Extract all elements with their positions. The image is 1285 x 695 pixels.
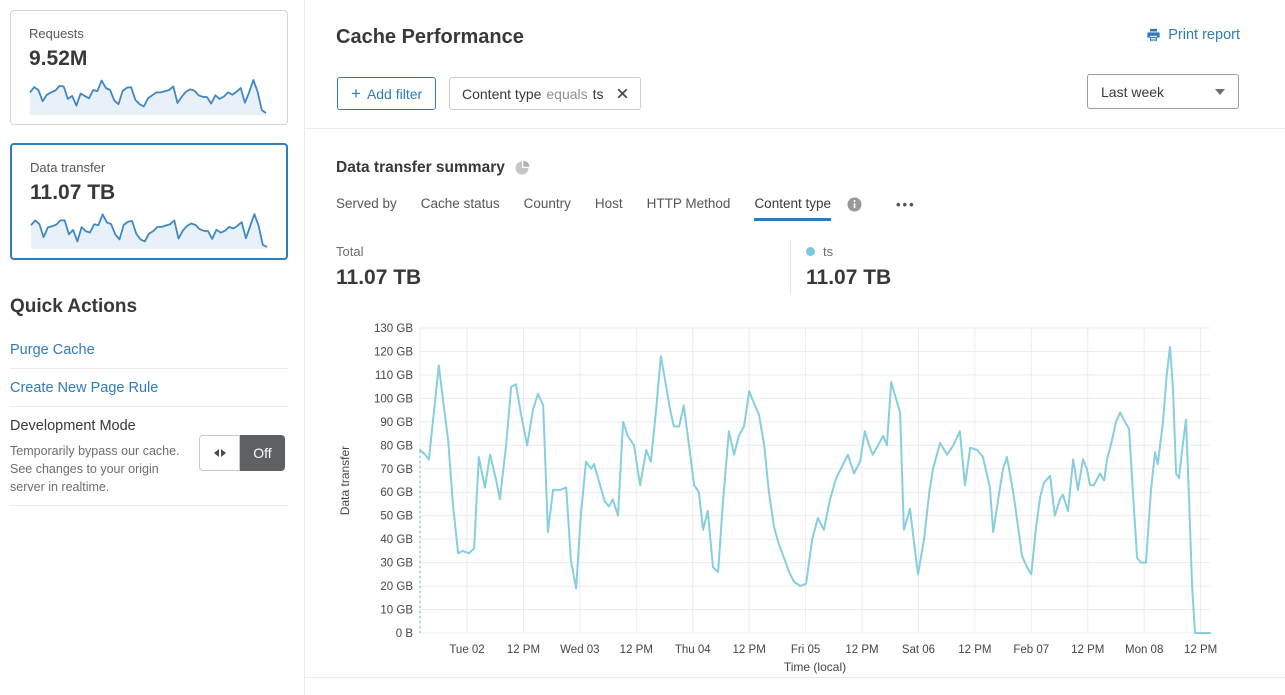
svg-text:12 PM: 12 PM <box>958 644 991 656</box>
requests-card-value: 9.52M <box>29 47 88 70</box>
svg-text:40 GB: 40 GB <box>380 534 413 546</box>
svg-text:30 GB: 30 GB <box>380 558 413 570</box>
divider <box>790 240 791 295</box>
add-filter-label: Add filter <box>366 85 423 102</box>
pie-chart-icon <box>515 160 530 175</box>
chevron-down-icon <box>1215 88 1225 95</box>
development-mode-title: Development Mode <box>10 418 136 434</box>
divider <box>10 368 288 369</box>
info-icon[interactable] <box>847 197 862 212</box>
svg-text:Wed 03: Wed 03 <box>560 644 599 656</box>
filter-chip-content-type[interactable]: Content type equals ts <box>449 77 641 110</box>
svg-text:100 GB: 100 GB <box>374 393 413 405</box>
time-range-value: Last week <box>1101 83 1165 100</box>
tab-content-type[interactable]: Content type <box>754 196 831 221</box>
left-right-arrows-icon <box>199 435 240 471</box>
tab-country[interactable]: Country <box>523 196 571 211</box>
print-report-label: Print report <box>1168 27 1240 43</box>
toggle-state-label: Off <box>240 435 285 471</box>
data-transfer-sparkline-chart <box>30 213 268 249</box>
data-transfer-card-value: 11.07 TB <box>30 181 116 204</box>
quick-actions-title: Quick Actions <box>10 296 138 317</box>
svg-text:12 PM: 12 PM <box>1071 644 1104 656</box>
tab-served-by[interactable]: Served by <box>336 196 397 211</box>
series-color-dot <box>806 247 815 256</box>
svg-text:Thu 04: Thu 04 <box>675 644 711 656</box>
data-transfer-card-label: Data transfer <box>30 160 106 175</box>
time-range-select[interactable]: Last week <box>1087 74 1239 109</box>
more-tabs-button[interactable]: ••• <box>896 197 916 212</box>
printer-icon <box>1147 28 1160 42</box>
print-report-link[interactable]: Print report <box>1146 27 1240 43</box>
divider <box>305 677 1285 678</box>
svg-text:Fri 05: Fri 05 <box>791 644 820 656</box>
svg-text:90 GB: 90 GB <box>380 417 413 429</box>
create-page-rule-link[interactable]: Create New Page Rule <box>10 380 159 396</box>
svg-text:Data transfer: Data transfer <box>338 446 352 515</box>
svg-text:10 GB: 10 GB <box>380 605 413 617</box>
remove-filter-button[interactable] <box>617 88 628 99</box>
summary-tabs: Served by Cache status Country Host HTTP… <box>336 196 916 221</box>
svg-text:60 GB: 60 GB <box>380 487 413 499</box>
svg-text:12 PM: 12 PM <box>733 644 766 656</box>
purge-cache-link[interactable]: Purge Cache <box>10 342 95 358</box>
series-value: 11.07 TB <box>806 266 892 289</box>
add-filter-button[interactable]: + Add filter <box>337 77 437 110</box>
svg-text:70 GB: 70 GB <box>380 464 413 476</box>
svg-text:Feb 07: Feb 07 <box>1013 644 1049 656</box>
summary-title: Data transfer summary <box>336 159 505 176</box>
svg-text:110 GB: 110 GB <box>375 370 413 382</box>
close-icon <box>617 88 627 99</box>
svg-text:12 PM: 12 PM <box>620 644 653 656</box>
tab-http-method[interactable]: HTTP Method <box>646 196 731 211</box>
svg-text:80 GB: 80 GB <box>380 440 413 452</box>
svg-text:130 GB: 130 GB <box>374 323 413 335</box>
filter-value: ts <box>592 85 604 102</box>
total-value: 11.07 TB <box>336 266 422 289</box>
svg-text:Mon 08: Mon 08 <box>1125 644 1163 656</box>
filter-operator: equals <box>546 85 588 102</box>
svg-text:12 PM: 12 PM <box>1184 644 1217 656</box>
sidebar: Requests 9.52M Data transfer 11.07 TB Qu… <box>0 0 305 695</box>
divider <box>10 406 288 407</box>
svg-text:50 GB: 50 GB <box>380 511 413 523</box>
series-name: ts <box>823 244 834 259</box>
data-transfer-line-chart[interactable]: 0 B 10 GB 20 GB 30 GB 40 GB 50 GB 60 GB 70 GB 80… <box>305 315 1285 687</box>
divider <box>305 128 1285 129</box>
requests-card-label: Requests <box>29 26 84 41</box>
development-mode-toggle[interactable]: Off <box>199 435 285 471</box>
total-label: Total <box>336 244 364 259</box>
svg-text:120 GB: 120 GB <box>374 346 413 358</box>
main-content: Cache Performance Print report + Add fil… <box>305 0 1285 695</box>
data-transfer-metric-card[interactable]: Data transfer 11.07 TB <box>10 143 288 260</box>
page-title: Cache Performance <box>336 26 524 48</box>
requests-sparkline-chart <box>29 79 267 115</box>
svg-text:Time (local): Time (local) <box>784 660 846 674</box>
svg-text:20 GB: 20 GB <box>380 581 413 593</box>
requests-metric-card[interactable]: Requests 9.52M <box>10 10 288 125</box>
divider <box>10 505 288 506</box>
filter-field: Content type <box>462 85 542 102</box>
svg-text:12 PM: 12 PM <box>845 644 878 656</box>
svg-text:12 PM: 12 PM <box>507 644 540 656</box>
svg-text:Sat 06: Sat 06 <box>902 644 935 656</box>
summary-title-row: Data transfer summary <box>336 159 530 177</box>
development-mode-description: Temporarily bypass our cache. See change… <box>10 444 180 494</box>
plus-icon: + <box>351 84 361 103</box>
svg-text:0 B: 0 B <box>396 628 414 640</box>
tab-cache-status[interactable]: Cache status <box>420 196 500 211</box>
series-legend[interactable]: ts <box>806 244 833 259</box>
svg-text:Tue 02: Tue 02 <box>449 644 484 656</box>
tab-host[interactable]: Host <box>594 196 623 211</box>
